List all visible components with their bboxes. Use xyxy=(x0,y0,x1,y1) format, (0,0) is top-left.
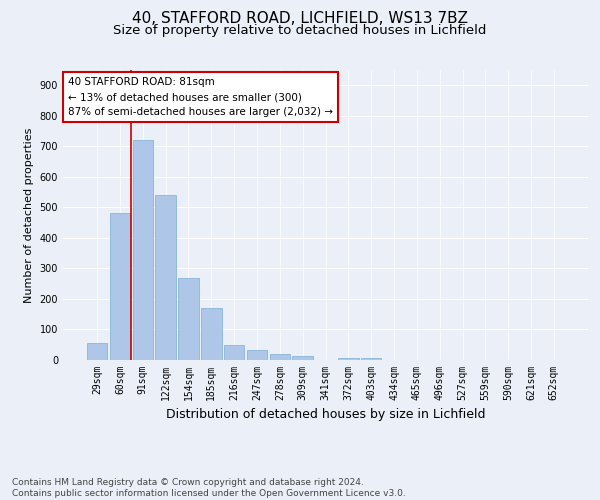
Bar xyxy=(133,140,153,360)
Bar xyxy=(201,308,221,360)
Bar xyxy=(155,195,176,360)
Bar xyxy=(247,350,267,360)
Bar xyxy=(178,278,199,360)
X-axis label: Distribution of detached houses by size in Lichfield: Distribution of detached houses by size … xyxy=(166,408,485,422)
Y-axis label: Number of detached properties: Number of detached properties xyxy=(24,128,34,302)
Bar xyxy=(361,358,382,360)
Text: Contains HM Land Registry data © Crown copyright and database right 2024.
Contai: Contains HM Land Registry data © Crown c… xyxy=(12,478,406,498)
Bar xyxy=(269,354,290,360)
Bar xyxy=(110,214,130,360)
Bar xyxy=(87,343,107,360)
Bar xyxy=(338,358,359,360)
Text: 40 STAFFORD ROAD: 81sqm
← 13% of detached houses are smaller (300)
87% of semi-d: 40 STAFFORD ROAD: 81sqm ← 13% of detache… xyxy=(68,77,333,117)
Text: Size of property relative to detached houses in Lichfield: Size of property relative to detached ho… xyxy=(113,24,487,37)
Text: 40, STAFFORD ROAD, LICHFIELD, WS13 7BZ: 40, STAFFORD ROAD, LICHFIELD, WS13 7BZ xyxy=(132,11,468,26)
Bar xyxy=(292,356,313,360)
Bar xyxy=(224,346,244,360)
